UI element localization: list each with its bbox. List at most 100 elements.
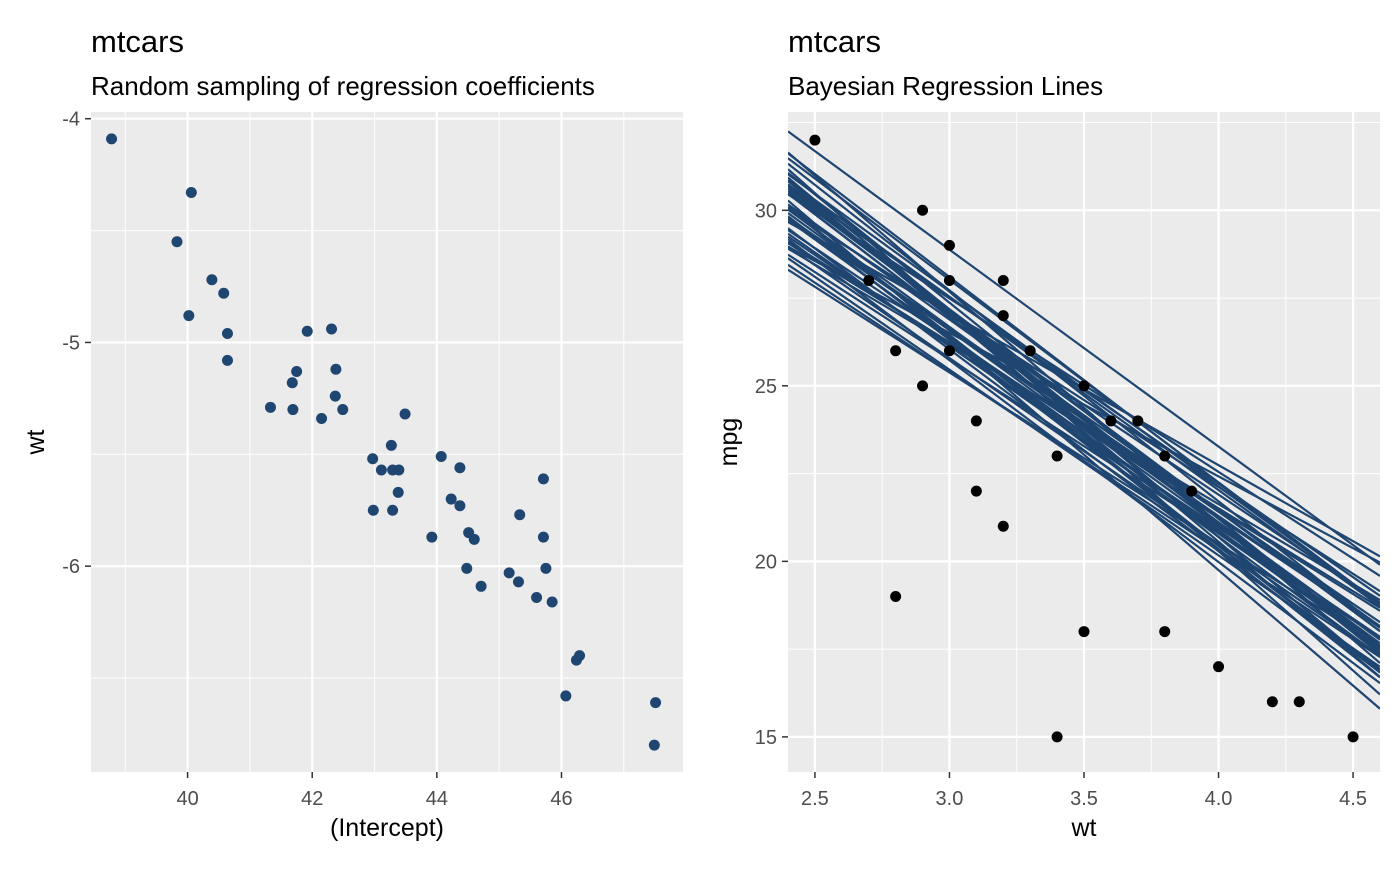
coefficient-sample-point (367, 453, 379, 465)
mtcars-data-point (1132, 415, 1144, 427)
left-y-tick-label: -6 (62, 556, 80, 578)
mtcars-data-point (997, 310, 1009, 322)
coefficient-sample-point (461, 562, 473, 574)
coefficient-sample-point (301, 325, 313, 337)
regression-line (788, 199, 1380, 710)
coefficient-sample-point (385, 439, 397, 451)
right-y-tick-label: 30 (755, 200, 777, 222)
coefficient-sample-point (531, 591, 543, 603)
coefficient-sample-point (375, 464, 387, 476)
coefficient-sample-point (445, 493, 457, 505)
coefficient-sample-point (264, 401, 276, 413)
left-x-tick-label: 44 (426, 788, 448, 810)
regression-line (788, 176, 1380, 673)
mtcars-data-point (943, 275, 955, 287)
coefficient-sample-point (650, 697, 662, 709)
mtcars-data-point (1159, 450, 1171, 462)
right-x-tick-label: 3.5 (1070, 788, 1098, 810)
coefficient-sample-point (387, 504, 399, 516)
regression-line (788, 180, 1380, 678)
right-chart-subtitle: Bayesian Regression Lines (788, 71, 1103, 101)
mtcars-data-point (1024, 345, 1036, 357)
coefficient-sample-point (106, 133, 118, 145)
regression-line (788, 130, 1380, 566)
mtcars-data-point (1213, 661, 1225, 673)
regression-line (788, 203, 1380, 628)
coefficient-sample-point (537, 473, 549, 485)
coefficient-sample-point (330, 363, 342, 375)
coefficient-sample-point (399, 408, 411, 420)
coefficient-sample-point (393, 464, 405, 476)
coefficient-sample-point (185, 187, 197, 199)
mtcars-data-point (1051, 731, 1063, 743)
coefficient-sample-point (514, 509, 526, 521)
coefficient-sample-point (326, 323, 338, 335)
mtcars-data-point (997, 275, 1009, 287)
mtcars-data-point (917, 380, 929, 392)
coefficient-sample-point (426, 531, 438, 543)
coefficient-sample-point (503, 567, 515, 579)
mtcars-data-point (1159, 626, 1171, 638)
mtcars-data-point (970, 415, 982, 427)
left-x-tick-label: 46 (550, 788, 572, 810)
mtcars-data-point (1186, 485, 1198, 497)
left-x-ticks: 40 42 44 46 (176, 772, 573, 810)
coefficient-sample-point (392, 486, 404, 498)
coefficient-sample-point (316, 413, 328, 425)
right-y-tick-label: 20 (755, 551, 777, 573)
left-x-tick-label: 42 (301, 788, 323, 810)
mtcars-data-point (997, 520, 1009, 532)
left-y-tick-label: -4 (62, 109, 80, 131)
coefficient-sample-point (367, 504, 379, 516)
coefficient-sample-point (206, 274, 218, 286)
left-y-ticks: -4 -5 -6 (62, 109, 91, 578)
left-chart-title: mtcars (91, 24, 184, 59)
regression-line (788, 172, 1380, 650)
right-y-axis-label: mpg (715, 418, 743, 467)
coefficient-sample-point (537, 531, 549, 543)
right-regression-lines (788, 130, 1380, 710)
left-chart: mtcars Random sampling of regression coe… (22, 24, 683, 842)
mtcars-data-point (809, 134, 821, 146)
coefficient-sample-point (221, 327, 233, 339)
mtcars-data-point (943, 239, 955, 251)
mtcars-data-point (890, 590, 902, 602)
mtcars-data-point (943, 345, 955, 357)
regression-line (788, 162, 1380, 629)
right-y-tick-label: 15 (755, 727, 777, 749)
right-x-ticks: 2.5 3.0 3.5 4.0 4.5 (801, 772, 1367, 810)
mtcars-data-point (1266, 696, 1278, 708)
mtcars-data-point (1078, 380, 1090, 392)
coefficient-sample-point (475, 580, 487, 592)
coefficient-sample-point (648, 739, 660, 751)
mtcars-data-point (1293, 696, 1305, 708)
coefficient-sample-point (171, 236, 183, 248)
left-plot-background (91, 112, 683, 772)
left-y-tick-label: -5 (62, 332, 80, 354)
left-chart-subtitle: Random sampling of regression coefficien… (91, 71, 595, 101)
coefficient-sample-point (546, 596, 558, 608)
left-points (106, 133, 662, 751)
coefficient-sample-point (512, 576, 524, 588)
coefficient-sample-point (286, 377, 298, 389)
regression-line (788, 151, 1380, 664)
right-points (809, 134, 1359, 743)
coefficient-sample-point (291, 366, 303, 378)
right-x-tick-label: 4.5 (1339, 788, 1367, 810)
coefficient-sample-point (570, 654, 582, 666)
right-x-axis-label: wt (1071, 814, 1097, 842)
left-x-tick-label: 40 (176, 788, 198, 810)
coefficient-sample-point (435, 451, 447, 463)
regression-line (788, 206, 1380, 604)
mtcars-data-point (890, 345, 902, 357)
right-chart: mtcars Bayesian Regression Lines 2.5 3.0 3… (715, 24, 1380, 842)
left-x-axis-label: (Intercept) (330, 814, 444, 842)
mtcars-data-point (1051, 450, 1063, 462)
regression-line (788, 168, 1380, 696)
coefficient-sample-point (560, 690, 572, 702)
left-y-axis-label: wt (22, 429, 50, 455)
mtcars-data-point (863, 275, 875, 287)
mtcars-data-point (970, 485, 982, 497)
mtcars-data-point (1078, 626, 1090, 638)
